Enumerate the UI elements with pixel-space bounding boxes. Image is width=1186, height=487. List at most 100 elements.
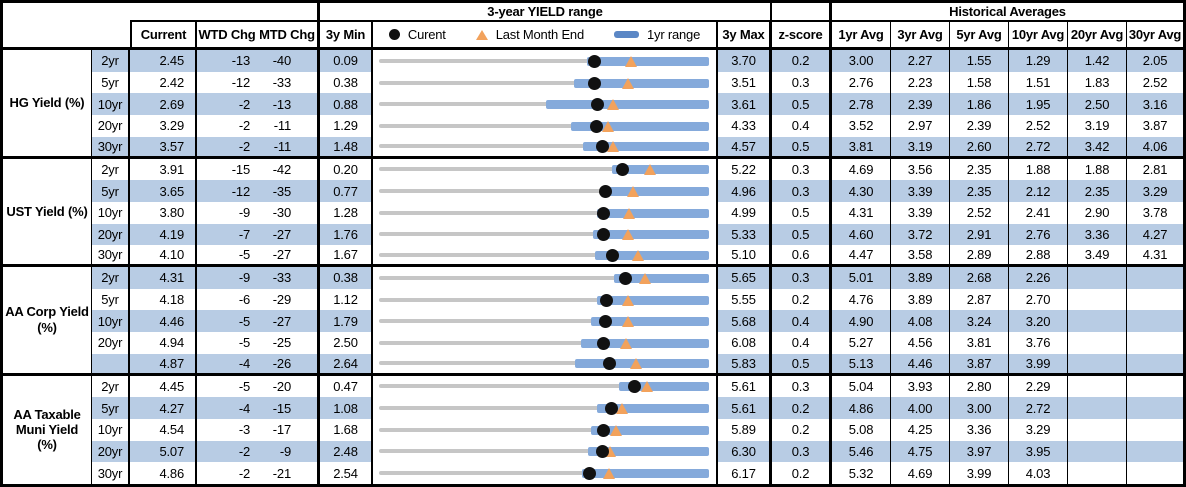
historical-avg-value: 2.26 [1009, 267, 1068, 289]
3y-max-value: 5.65 [718, 267, 772, 289]
3y-max-value: 6.30 [718, 440, 772, 463]
3y-min-value: 1.28 [320, 201, 373, 224]
3y-min-value: 2.48 [320, 440, 373, 463]
1yr-range-bar [581, 469, 709, 479]
3y-range-track [379, 384, 709, 389]
historical-avg-value: 1.88 [1009, 158, 1068, 181]
3y-max-value: 3.51 [718, 71, 772, 94]
last-month-end-triangle-marker [624, 55, 637, 67]
wtd-chg-value: -15 [231, 161, 250, 177]
current-dot-marker [596, 206, 610, 220]
range-chart [373, 201, 718, 224]
3y-range-track [379, 297, 709, 302]
z-score-value: 0.2 [772, 50, 832, 72]
historical-avg-value: 3.49 [1068, 245, 1127, 267]
mtd-chg-value: -33 [258, 267, 320, 289]
3y-max-value: 6.17 [718, 462, 772, 484]
range-chart [373, 50, 718, 72]
3y-max-value: 5.61 [718, 375, 772, 398]
1yr-range-bar [574, 78, 709, 88]
3y-range-track [379, 252, 709, 257]
3y-max-value: 5.33 [718, 223, 772, 246]
historical-avg-value: 3.19 [1068, 115, 1127, 137]
1yr-range-bar [590, 425, 709, 435]
1yr-range-bar [596, 295, 709, 305]
current-dot-marker [604, 402, 618, 416]
1yr-range-bar [594, 250, 709, 260]
wtd-chg-value: -9 [197, 267, 258, 289]
historical-avg-value: 3.20 [1009, 310, 1068, 333]
tenor-cell: 20yr [92, 440, 130, 463]
historical-avg-value: 5.46 [832, 440, 891, 463]
row-group-label-line: (%) [37, 319, 57, 335]
3y-max-value: 4.57 [718, 136, 772, 159]
wtd-chg-value: -5 [238, 378, 250, 394]
3y-min-value: 2.50 [320, 332, 373, 354]
historical-avg-value: 4.27 [1127, 223, 1183, 246]
3y-min-value: 0.38 [320, 267, 373, 289]
col-header-20yr-avg: 20yr Avg [1068, 22, 1127, 50]
range-track-area [379, 441, 709, 463]
3y-max-value: 4.99 [718, 201, 772, 224]
historical-avg-value: 2.72 [1009, 136, 1068, 159]
z-score-value: 0.5 [772, 223, 832, 246]
row-group-label: AA Taxable Muni Yield (%) [3, 375, 92, 484]
range-track-area [379, 354, 709, 373]
historical-avg-value [1068, 267, 1127, 289]
row-group-label: AA Corp Yield (%) [3, 267, 92, 376]
current-value: 4.46 [130, 310, 197, 333]
historical-avg-value: 3.76 [1009, 332, 1068, 354]
tenor-cell [92, 353, 130, 376]
1yr-range-bar [591, 317, 709, 327]
historical-avg-value: 2.88 [1009, 245, 1068, 267]
last-month-end-triangle-marker [620, 337, 633, 349]
current-dot-icon [388, 29, 400, 40]
historical-avg-value: 2.52 [950, 201, 1009, 224]
range-track-area [379, 202, 709, 224]
z-score-value: 0.2 [772, 418, 832, 441]
1yr-range-bar [605, 187, 709, 197]
historical-avg-value [1068, 462, 1127, 484]
historical-avg-value: 3.29 [1009, 418, 1068, 441]
mtd-chg-value: -29 [258, 288, 320, 311]
3y-max-value: 5.10 [718, 245, 772, 267]
last-month-end-triangle-marker [601, 120, 614, 132]
historical-avg-value: 2.39 [891, 93, 950, 116]
1yr-range-bar [596, 208, 709, 218]
3y-min-value: 1.48 [320, 136, 373, 159]
historical-avg-value: 1.95 [1009, 93, 1068, 116]
range-chart [373, 353, 718, 376]
historical-avg-value: 3.39 [891, 180, 950, 202]
header-blank-strip [130, 3, 320, 22]
historical-avg-value: 2.27 [891, 50, 950, 72]
historical-avg-value: 2.91 [950, 223, 1009, 246]
tenor-cell: 2yr [92, 375, 130, 398]
historical-avg-value: 3.00 [950, 397, 1009, 419]
mtd-chg-value: -11 [258, 115, 320, 137]
historical-avg-value: 2.76 [832, 71, 891, 94]
current-dot-marker [597, 228, 611, 242]
z-score-value: 0.3 [772, 440, 832, 463]
3y-range-track [379, 102, 709, 107]
1yr-range-bar [545, 100, 709, 110]
historical-avg-value: 2.70 [1009, 288, 1068, 311]
z-score-value: 0.2 [772, 462, 832, 484]
historical-avg-value: 3.78 [1142, 205, 1168, 221]
3y-range-track [379, 449, 709, 454]
historical-avg-value: 2.41 [1009, 201, 1068, 224]
historical-avg-value: 3.58 [891, 245, 950, 267]
z-score-value: 0.5 [772, 353, 832, 376]
mtd-chg-value: -20 [258, 375, 320, 398]
tenor-cell: 5yr [92, 397, 130, 419]
range-track-area [379, 376, 709, 398]
3y-max-value: 5.83 [718, 353, 772, 376]
3y-range-track [379, 80, 709, 85]
historical-avg-value: 2.39 [950, 115, 1009, 137]
historical-avg-value: 1.29 [1009, 50, 1068, 72]
3y-max-value: 4.33 [718, 115, 772, 137]
historical-avg-value [1127, 353, 1183, 376]
tenor-cell: 5yr [92, 180, 130, 202]
range-chart [373, 440, 718, 463]
3y-min-value: 0.38 [320, 71, 373, 94]
historical-avg-value: 3.36 [1068, 223, 1127, 246]
